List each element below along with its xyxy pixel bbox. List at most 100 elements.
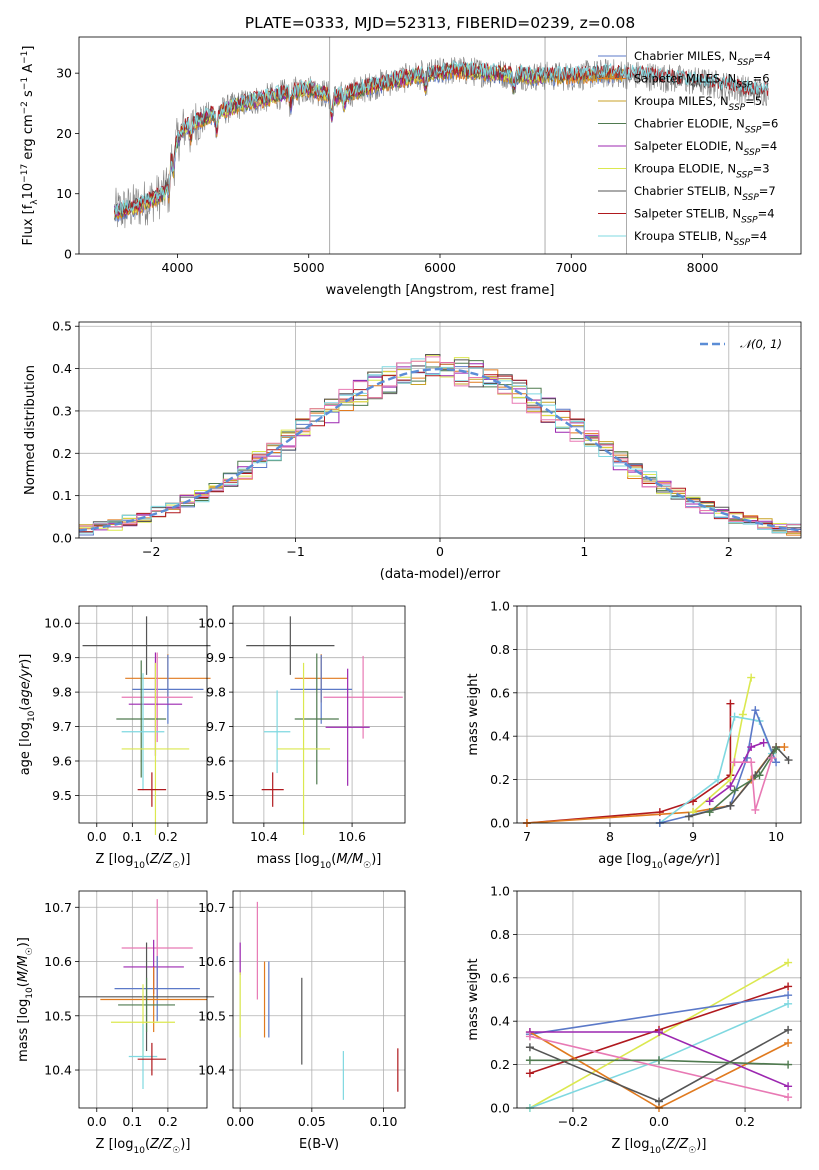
- x-tick-label: 0.0: [649, 1114, 669, 1129]
- x-tick-label: 4000: [162, 260, 194, 275]
- x-axis-label: Z [log10(Z/Z☉)]: [612, 1137, 707, 1156]
- axes-frame: [78, 890, 208, 1109]
- x-tick-label: −2: [142, 544, 160, 559]
- x-tick-label: 0: [436, 544, 444, 559]
- axes-frame: [78, 605, 208, 824]
- weight-marker: [730, 786, 739, 795]
- x-tick-label: −0.2: [558, 1114, 588, 1129]
- weight-marker: [726, 782, 735, 791]
- weight-marker: [525, 1056, 534, 1065]
- x-tick-label: 7000: [555, 260, 587, 275]
- axes-frame: [232, 605, 406, 824]
- x-tick-label: 8: [606, 829, 614, 844]
- x-tick-label: 10: [768, 829, 784, 844]
- y-tick-label: 9.8: [52, 685, 72, 700]
- legend-entry: 𝒩(0, 1): [740, 337, 782, 351]
- weight-marker: [747, 743, 756, 752]
- axes-frame: [516, 605, 802, 824]
- x-axis-label: Z [log10(Z/Z☉)]: [96, 852, 191, 871]
- x-axis-label: age [log10(age/yr)]: [598, 852, 720, 871]
- x-axis-label: (data-model)/error: [380, 567, 501, 582]
- weight-marker: [525, 1069, 534, 1078]
- y-tick-label: 0.0: [490, 816, 510, 831]
- x-tick-label: 0.05: [298, 1114, 326, 1129]
- y-tick-label: 0.4: [52, 361, 72, 376]
- y-tick-label: 0.2: [490, 772, 510, 787]
- weight-marker: [784, 1093, 793, 1102]
- x-tick-label: 10.6: [338, 829, 366, 844]
- weight-line: [529, 994, 789, 1035]
- weight-line: [692, 677, 752, 813]
- histogram-step: [79, 358, 801, 534]
- weight-marker: [713, 775, 722, 784]
- y-tick-label: 10.7: [44, 900, 72, 915]
- axes-frame: [516, 890, 802, 1109]
- legend-entry: Kroupa MILES, NSSP=5: [634, 94, 762, 113]
- y-axis-label: Flux [fλ10−17 erg cm−2 s−1 A−1]: [20, 46, 40, 246]
- y-axis-label: mass weight: [466, 673, 481, 755]
- y-tick-label: 20: [56, 126, 72, 141]
- model-spectrum-line: [114, 60, 769, 216]
- weight-marker: [784, 958, 793, 967]
- model-spectrum-line: [114, 61, 769, 217]
- y-tick-label: 0.0: [52, 531, 72, 546]
- y-axis-label: age [log10(age/yr)]: [18, 654, 37, 776]
- y-tick-label: 9.9: [206, 650, 226, 665]
- y-tick-label: 10.0: [198, 616, 226, 631]
- y-tick-label: 0.8: [490, 927, 510, 942]
- y-tick-label: 9.5: [206, 788, 226, 803]
- chart-title: PLATE=0333, MJD=52313, FIBERID=0239, z=0…: [245, 14, 635, 32]
- weight-marker: [726, 699, 735, 708]
- y-tick-label: 0.0: [490, 1101, 510, 1116]
- weight-marker: [730, 758, 739, 767]
- y-tick-label: 10.6: [44, 954, 72, 969]
- axes-frame: [78, 36, 802, 255]
- y-tick-label: 9.7: [52, 719, 72, 734]
- y-tick-label: 10.5: [44, 1008, 72, 1023]
- y-tick-label: 10.6: [198, 954, 226, 969]
- y-tick-label: 0.2: [52, 446, 72, 461]
- weight-marker: [684, 812, 693, 821]
- y-tick-label: 10.7: [198, 900, 226, 915]
- y-tick-label: 1.0: [490, 884, 510, 899]
- weight-marker: [751, 805, 760, 814]
- weight-marker: [780, 743, 789, 752]
- x-tick-label: 0.00: [226, 1114, 254, 1129]
- y-tick-label: 0.1: [52, 488, 72, 503]
- y-tick-label: 9.6: [52, 754, 72, 769]
- weight-marker: [655, 1028, 663, 1037]
- x-tick-label: −1: [286, 544, 304, 559]
- weight-line: [734, 757, 773, 811]
- x-tick-label: 0.2: [735, 1114, 755, 1129]
- y-tick-label: 0.3: [52, 403, 72, 418]
- weight-marker: [747, 673, 756, 682]
- weight-marker: [730, 712, 739, 721]
- weight-marker: [747, 758, 756, 767]
- y-tick-label: 0.8: [490, 642, 510, 657]
- y-tick-label: 0.6: [490, 970, 510, 985]
- weight-marker: [751, 706, 760, 715]
- weight-marker: [705, 797, 714, 806]
- y-tick-label: 0.2: [490, 1057, 510, 1072]
- legend-entry: Chabrier MILES, NSSP=4: [634, 49, 771, 68]
- weight-line: [709, 741, 764, 802]
- y-tick-label: 0: [64, 247, 72, 262]
- weight-marker: [525, 1032, 534, 1041]
- y-tick-label: 9.8: [206, 685, 226, 700]
- weight-marker: [784, 1038, 793, 1047]
- y-tick-label: 10: [56, 186, 72, 201]
- chart-weight-vs-age: 7 8 9 10 0.0 0.2 0.4 0.6 0.8 1.0 age [log10(age/yr…: [466, 599, 802, 871]
- x-axis-label: mass [log10(M/M☉)]: [257, 852, 382, 871]
- chart-mass-vs-Z: 0.0 0.1 0.2 10.4 10.5 10.6 10.7 Z [log10(Z/Z☉)]…: [16, 890, 215, 1156]
- weight-marker: [738, 710, 747, 719]
- y-tick-label: 10.4: [44, 1063, 72, 1078]
- y-tick-label: 0.5: [52, 319, 72, 334]
- x-tick-label: 1: [580, 544, 588, 559]
- axes-frame: [232, 890, 406, 1109]
- y-tick-label: 9.7: [206, 719, 226, 734]
- weight-marker: [655, 1097, 663, 1106]
- weight-marker: [784, 1060, 793, 1069]
- weight-marker: [755, 771, 764, 780]
- legend-entry: Kroupa STELIB, NSSP=4: [634, 229, 767, 248]
